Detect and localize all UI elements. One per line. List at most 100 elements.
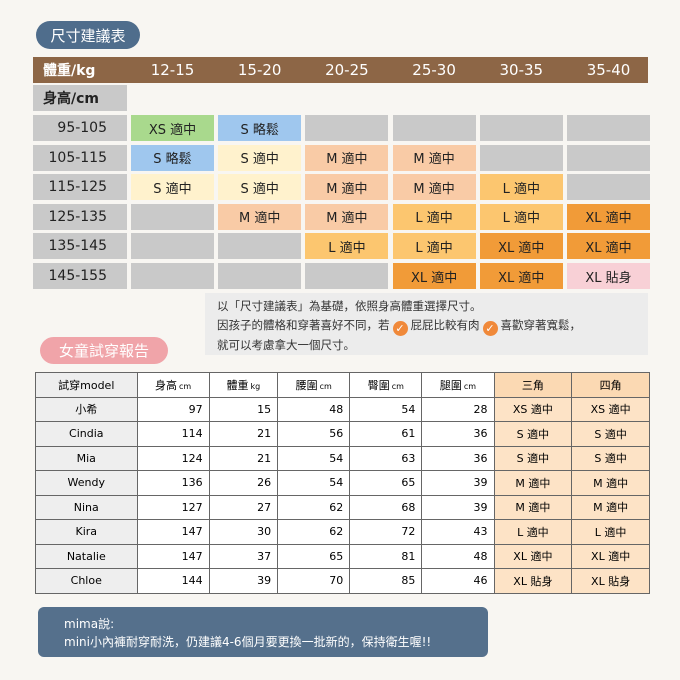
report-row: Mia 124 21 54 63 36 S 適中 S 適中 [35, 445, 650, 471]
report-cell: XS 適中 [571, 396, 650, 422]
report-cell: Mia [35, 445, 138, 471]
size-cell: XL 適中 [479, 263, 563, 289]
report-cell: 144 [136, 568, 210, 594]
report-cell: M 適中 [493, 470, 573, 496]
size-cell [218, 233, 302, 260]
size-cell: S 適中 [218, 144, 302, 171]
size-cell [218, 263, 302, 289]
size-cell: M 適中 [392, 174, 476, 201]
height-label: 身高/cm [33, 85, 127, 111]
report-table: 試穿model 身高 cm 體重 kg 腰圍 cm 臀圍 cm 腿圍 cm 三角 四角 小希 97 15 48 5… [35, 372, 650, 594]
report-cell: 63 [349, 445, 423, 471]
header-cell: 臀圍 cm [349, 372, 423, 398]
report-row: Cindia 114 21 56 61 36 S 適中 S 適中 [35, 421, 650, 447]
size-cell [131, 233, 214, 260]
report-cell: XL 適中 [493, 543, 573, 569]
size-cell: L 適中 [392, 233, 476, 260]
header-unit: cm [178, 381, 192, 391]
report-cell: 85 [349, 568, 423, 594]
report-cell: 37 [208, 543, 279, 569]
header-label: 身高 [154, 378, 177, 392]
report-cell: S 適中 [493, 421, 573, 447]
header-label: 臀圍 [367, 378, 390, 392]
report-cell: 36 [421, 445, 495, 471]
report-cell: 124 [136, 445, 210, 471]
size-cell: M 適中 [305, 203, 389, 230]
report-cell: S 適中 [493, 445, 573, 471]
height-range: 135-145 [33, 233, 127, 260]
note-line: 以「尺寸建議表」為基礎，依照身高體重選擇尺寸。 [217, 299, 482, 313]
header-label: 體重/kg [43, 63, 96, 79]
report-cell: S 適中 [571, 421, 650, 447]
size-cell [392, 115, 476, 141]
report-cell: 21 [208, 445, 279, 471]
report-cell: 61 [349, 421, 423, 447]
report-cell: 39 [421, 470, 495, 496]
size-cell: L 適中 [392, 203, 476, 230]
header-label: 體重 [226, 378, 249, 392]
report-cell: 39 [421, 494, 495, 520]
size-cell: S 略鬆 [131, 144, 214, 171]
size-cell: L 適中 [479, 174, 563, 201]
report-row: 小希 97 15 48 54 28 XS 適中 XS 適中 [35, 396, 650, 422]
size-cell [305, 115, 389, 141]
note: 以「尺寸建議表」為基礎，依照身高體重選擇尺寸。 因孩子的體格和穿著喜好不同，若 ✓… [205, 293, 648, 355]
footer-box: mima說: mini小內褲耐穿耐洗，仍建議4-6個月要更換一批新的，保持衛生喔… [38, 607, 488, 657]
report-row: Chloe 144 39 70 85 46 XL 貼身 XL 貼身 [35, 568, 650, 594]
report-cell: 28 [421, 396, 495, 422]
report-cell: Cindia [35, 421, 138, 447]
size-cell [479, 115, 563, 141]
report-cell: 48 [277, 396, 351, 422]
report-cell: 21 [208, 421, 279, 447]
report-cell: 70 [277, 568, 351, 594]
report-cell: 68 [349, 494, 423, 520]
report-cell: XS 適中 [493, 396, 573, 422]
size-chart-badge: 尺寸建議表 [36, 21, 140, 49]
header-cell: 身高 cm [136, 372, 210, 398]
header-label: 三角 [521, 378, 544, 392]
report-cell: M 適中 [493, 494, 573, 520]
report-cell: 54 [277, 445, 351, 471]
report-cell: 26 [208, 470, 279, 496]
report-cell: 54 [349, 396, 423, 422]
report-cell: 15 [208, 396, 279, 422]
header-label: 腿圍 [439, 378, 462, 392]
header-cell: 四角 [571, 372, 650, 398]
header-cell: 三角 [493, 372, 573, 398]
report-cell: 小希 [35, 396, 138, 422]
size-cell: XL 貼身 [567, 263, 650, 289]
weight-header: 35-40 [586, 61, 631, 79]
height-range: 115-125 [33, 174, 127, 201]
report-cell: 36 [421, 421, 495, 447]
size-cell: XL 適中 [392, 263, 476, 289]
report-row: Natalie 147 37 65 81 48 XL 適中 XL 適中 [35, 543, 650, 569]
report-cell: S 適中 [571, 445, 650, 471]
check-icon: ✓ [482, 321, 498, 336]
weight-header: 25-30 [412, 61, 456, 79]
report-cell: Kira [35, 519, 138, 545]
report-cell: 48 [421, 543, 495, 569]
size-cell: M 適中 [305, 174, 389, 201]
header-unit: cm [463, 381, 477, 391]
size-cell: XL 適中 [479, 233, 563, 260]
report-cell: Chloe [35, 568, 138, 594]
report-cell: XL 適中 [571, 543, 650, 569]
header-cell: 體重 kg [208, 372, 279, 398]
header-unit: kg [250, 381, 261, 391]
weight-header: 12-15 [150, 61, 195, 79]
report-cell: Wendy [35, 470, 138, 496]
report-cell: M 適中 [571, 470, 650, 496]
height-range: 145-155 [33, 263, 127, 289]
size-cell: M 適中 [392, 144, 476, 171]
report-cell: 54 [277, 470, 351, 496]
header-cell: 腿圍 cm [421, 372, 495, 398]
report-row: Wendy 136 26 54 65 39 M 適中 M 適中 [35, 470, 650, 496]
header-label: 腰圍 [295, 378, 318, 392]
weight-header: 20-25 [325, 61, 369, 79]
height-range: 125-135 [33, 203, 127, 230]
weight-header: 15-20 [237, 61, 282, 79]
report-cell: XL 貼身 [571, 568, 650, 594]
report-cell: 39 [208, 568, 279, 594]
header-unit: cm [319, 381, 332, 391]
report-cell: 65 [277, 543, 351, 569]
